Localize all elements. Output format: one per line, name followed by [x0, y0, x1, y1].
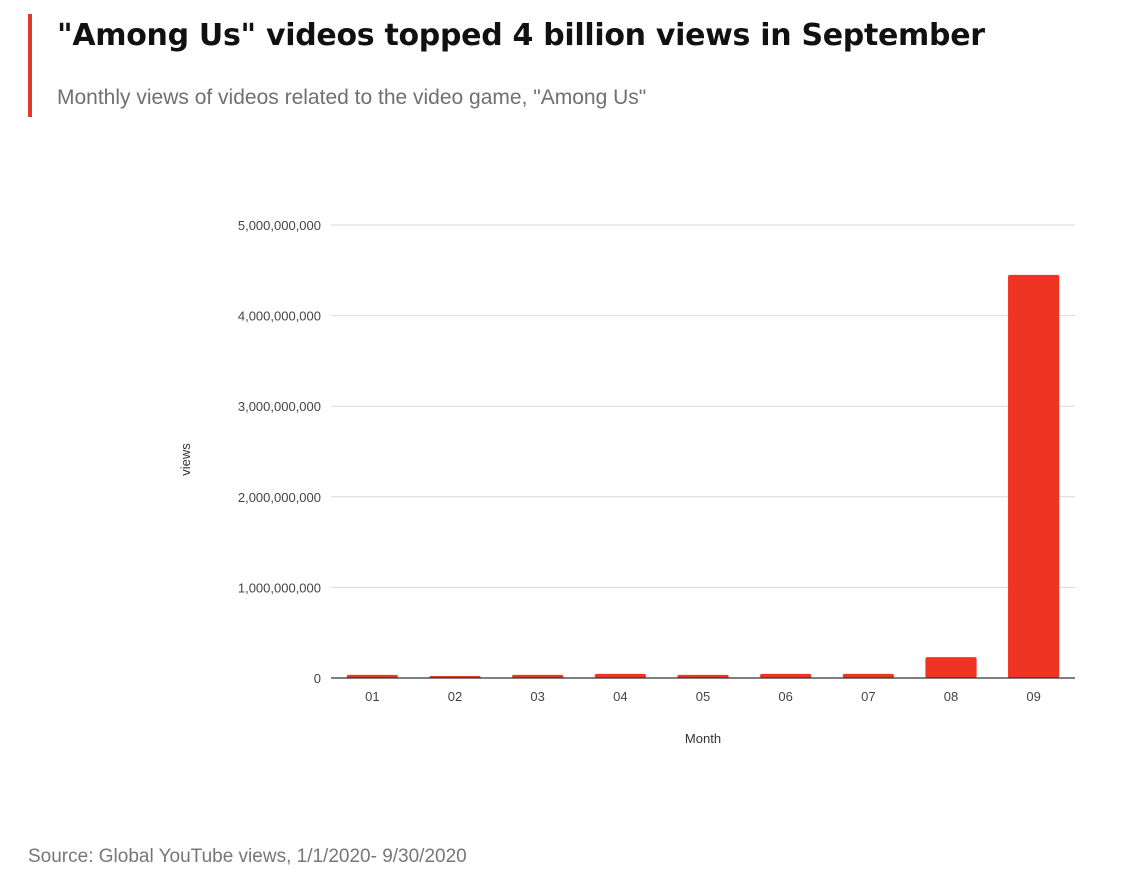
y-tick-label: 0 — [314, 671, 321, 686]
x-tick-label: 03 — [530, 689, 544, 704]
bar-08 — [925, 657, 977, 678]
bar-03 — [512, 674, 564, 678]
y-axis-label: views — [178, 443, 193, 476]
bar-09 — [1008, 274, 1060, 678]
y-tick-label: 3,000,000,000 — [238, 399, 321, 414]
x-axis-ticks: 01 02 03 04 05 06 07 08 09 — [365, 689, 1041, 704]
bar-07 — [842, 673, 894, 678]
x-tick-label: 02 — [448, 689, 462, 704]
x-tick-label: 09 — [1026, 689, 1040, 704]
x-tick-label: 01 — [365, 689, 379, 704]
bar-01 — [346, 674, 398, 678]
chart-subtitle: Monthly views of videos related to the v… — [57, 86, 647, 109]
y-tick-label: 1,000,000,000 — [238, 580, 321, 595]
gridlines — [331, 224, 1075, 588]
y-tick-label: 5,000,000,000 — [238, 218, 321, 233]
y-tick-label: 4,000,000,000 — [238, 309, 321, 324]
x-tick-label: 07 — [861, 689, 875, 704]
bar-04 — [594, 673, 646, 678]
x-tick-label: 06 — [778, 689, 792, 704]
chart-title: "Among Us" videos topped 4 billion views… — [57, 18, 985, 53]
bar-05 — [677, 674, 729, 678]
source-note: Source: Global YouTube views, 1/1/2020- … — [28, 846, 467, 867]
y-tick-label: 2,000,000,000 — [238, 490, 321, 505]
bars — [346, 274, 1060, 678]
y-axis-ticks: 0 1,000,000,000 2,000,000,000 3,000,000,000… — [238, 218, 321, 686]
accent-bar — [28, 14, 32, 117]
bar-06 — [760, 673, 812, 678]
x-tick-label: 05 — [696, 689, 710, 704]
x-tick-label: 08 — [944, 689, 958, 704]
x-tick-label: 04 — [613, 689, 627, 704]
x-axis-label: Month — [685, 731, 721, 746]
